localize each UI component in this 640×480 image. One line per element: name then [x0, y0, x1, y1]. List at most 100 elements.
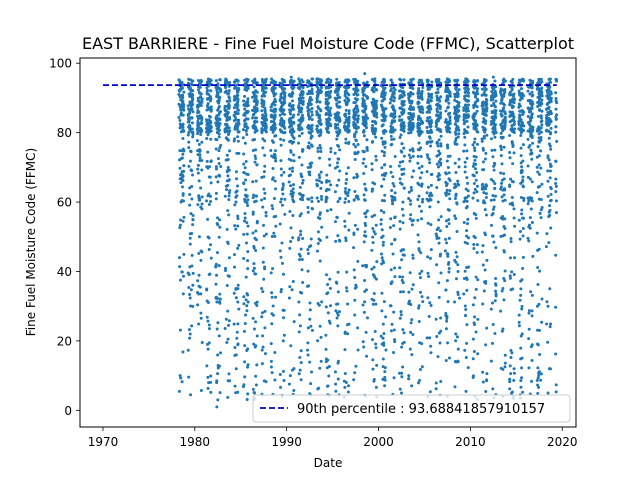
x-tick-label: 2010: [455, 435, 486, 449]
data-point: [318, 175, 322, 179]
data-point: [178, 105, 182, 109]
data-point: [325, 99, 329, 103]
data-point: [308, 95, 312, 99]
data-point: [207, 114, 211, 118]
data-point: [382, 341, 386, 345]
data-point: [455, 335, 459, 339]
data-point: [336, 123, 340, 127]
data-point: [428, 131, 432, 135]
data-point: [538, 211, 542, 215]
data-point: [447, 78, 451, 82]
data-point: [190, 184, 194, 188]
data-point: [242, 295, 246, 299]
data-point: [179, 181, 183, 185]
data-point: [418, 79, 422, 83]
data-point: [480, 139, 484, 143]
data-point: [401, 275, 405, 279]
data-point: [418, 272, 422, 276]
data-point: [445, 224, 449, 228]
y-tick-label: 80: [57, 126, 72, 140]
data-point: [508, 364, 512, 368]
data-point: [417, 320, 421, 324]
data-point: [306, 252, 310, 256]
data-point: [327, 319, 331, 323]
data-point: [464, 116, 468, 120]
data-point: [273, 149, 277, 153]
data-point: [177, 89, 181, 93]
data-point: [429, 183, 433, 187]
data-point: [493, 95, 497, 99]
data-point: [209, 108, 213, 112]
data-point: [466, 125, 470, 129]
data-point: [444, 288, 448, 292]
data-point: [306, 326, 310, 330]
data-point: [254, 383, 258, 387]
data-point: [476, 317, 480, 321]
data-point: [464, 187, 468, 191]
data-point: [324, 111, 328, 115]
data-point: [226, 83, 230, 87]
data-point: [484, 213, 488, 217]
data-point: [409, 321, 413, 325]
data-point: [178, 149, 182, 153]
data-point: [319, 170, 323, 174]
data-point: [343, 121, 347, 125]
data-point: [255, 300, 259, 304]
data-point: [381, 357, 385, 361]
data-point: [462, 276, 466, 280]
data-point: [535, 155, 539, 159]
data-point: [223, 108, 227, 112]
data-point: [227, 168, 231, 172]
data-point: [209, 126, 213, 130]
data-point: [371, 109, 375, 113]
data-point: [494, 194, 497, 198]
data-point: [463, 143, 467, 147]
data-point: [520, 332, 524, 336]
data-point: [483, 233, 487, 237]
data-point: [245, 398, 249, 402]
data-point: [346, 194, 350, 198]
data-point: [269, 149, 273, 153]
plot-frame: [79, 57, 577, 428]
data-point: [181, 193, 185, 197]
data-point: [236, 322, 240, 326]
data-point: [251, 196, 255, 200]
data-point: [510, 140, 514, 144]
data-point: [352, 231, 356, 235]
data-point: [400, 207, 404, 211]
data-point: [283, 212, 287, 216]
data-point: [418, 378, 422, 382]
data-point: [502, 193, 506, 197]
data-point: [198, 126, 202, 130]
data-point: [261, 85, 265, 89]
data-point: [435, 335, 439, 338]
data-point: [190, 232, 194, 236]
data-point: [509, 356, 513, 360]
data-point: [502, 89, 506, 93]
data-point: [465, 176, 469, 180]
data-point: [501, 78, 505, 82]
data-point: [446, 254, 450, 258]
data-point: [435, 234, 439, 238]
data-point: [315, 77, 319, 81]
data-point: [251, 231, 255, 235]
data-point: [437, 331, 441, 335]
data-point: [236, 217, 240, 221]
data-point: [399, 310, 403, 314]
data-point: [318, 143, 322, 147]
data-point: [389, 170, 393, 174]
data-point: [273, 134, 277, 138]
data-point: [197, 273, 201, 277]
data-point: [227, 256, 231, 260]
data-point: [338, 117, 342, 121]
data-point: [251, 387, 255, 391]
data-point: [356, 259, 360, 263]
x-tick-label: 1980: [180, 435, 211, 449]
data-point: [381, 140, 385, 144]
data-point: [374, 135, 378, 139]
data-point: [537, 328, 541, 332]
data-point: [320, 86, 324, 90]
data-point: [244, 313, 248, 317]
data-point: [546, 106, 550, 110]
data-point: [188, 236, 192, 240]
